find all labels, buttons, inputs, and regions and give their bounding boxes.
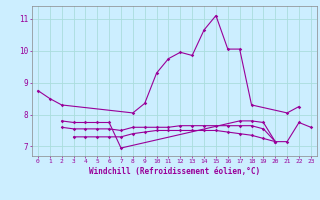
X-axis label: Windchill (Refroidissement éolien,°C): Windchill (Refroidissement éolien,°C): [89, 167, 260, 176]
